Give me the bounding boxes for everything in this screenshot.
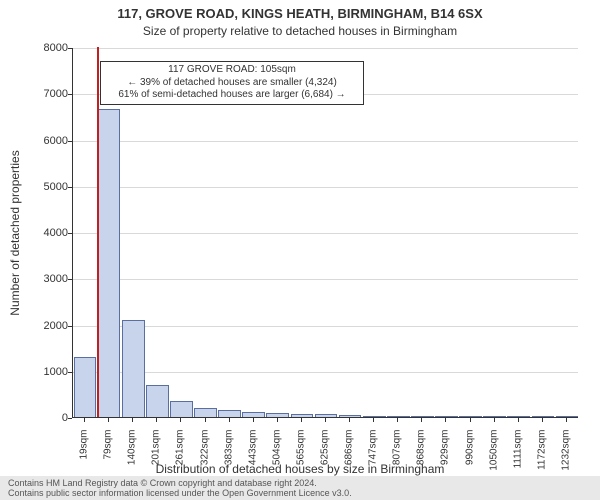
x-tick-mark	[349, 418, 350, 422]
x-tick-mark	[180, 418, 181, 422]
y-tick-label: 7000	[18, 88, 68, 100]
info-box-line3: 61% of semi-detached houses are larger (…	[105, 89, 359, 102]
x-tick-mark	[518, 418, 519, 422]
y-tick-mark	[68, 94, 72, 95]
bar	[532, 416, 555, 417]
bar	[483, 416, 506, 417]
y-tick-label: 2000	[18, 320, 68, 332]
x-tick-mark	[253, 418, 254, 422]
y-tick-mark	[68, 372, 72, 373]
y-tick-label: 0	[18, 412, 68, 424]
x-tick-mark	[156, 418, 157, 422]
bar	[507, 416, 530, 417]
y-tick-mark	[68, 279, 72, 280]
grid-line	[73, 326, 578, 327]
grid-line	[73, 279, 578, 280]
bar	[170, 401, 193, 417]
bar	[363, 416, 386, 417]
bar	[315, 414, 338, 417]
bar	[146, 385, 169, 417]
y-tick-label: 8000	[18, 42, 68, 54]
x-tick-mark	[108, 418, 109, 422]
bar	[98, 109, 121, 417]
bar	[242, 412, 265, 417]
x-tick-mark	[229, 418, 230, 422]
x-tick-mark	[301, 418, 302, 422]
y-tick-label: 3000	[18, 273, 68, 285]
chart-title: 117, GROVE ROAD, KINGS HEATH, BIRMINGHAM…	[0, 6, 600, 21]
y-tick-mark	[68, 418, 72, 419]
bar	[459, 416, 482, 417]
grid-line	[73, 233, 578, 234]
x-axis-label: Distribution of detached houses by size …	[0, 462, 600, 476]
y-tick-mark	[68, 187, 72, 188]
x-tick-mark	[494, 418, 495, 422]
info-box: 117 GROVE ROAD: 105sqm ← 39% of detached…	[100, 61, 364, 105]
bar	[435, 416, 458, 417]
info-box-line1: 117 GROVE ROAD: 105sqm	[105, 64, 359, 77]
x-tick-mark	[84, 418, 85, 422]
bar	[387, 416, 410, 417]
x-tick-mark	[421, 418, 422, 422]
x-tick-mark	[397, 418, 398, 422]
footer-line2: Contains public sector information licen…	[8, 489, 592, 498]
bar	[411, 416, 434, 417]
marker-line	[97, 47, 99, 417]
grid-line	[73, 187, 578, 188]
x-tick-mark	[132, 418, 133, 422]
y-tick-mark	[68, 48, 72, 49]
bar	[122, 320, 145, 417]
bar	[74, 357, 97, 417]
x-tick-mark	[325, 418, 326, 422]
y-tick-mark	[68, 141, 72, 142]
grid-line	[73, 372, 578, 373]
bar	[556, 416, 579, 417]
y-tick-mark	[68, 233, 72, 234]
y-tick-label: 5000	[18, 181, 68, 193]
x-tick-mark	[445, 418, 446, 422]
x-tick-mark	[542, 418, 543, 422]
x-tick-mark	[205, 418, 206, 422]
grid-line	[73, 141, 578, 142]
y-tick-label: 4000	[18, 227, 68, 239]
page-root: 117, GROVE ROAD, KINGS HEATH, BIRMINGHAM…	[0, 0, 600, 500]
footer: Contains HM Land Registry data © Crown c…	[0, 476, 600, 500]
y-tick-label: 6000	[18, 135, 68, 147]
bar	[266, 413, 289, 417]
x-tick-mark	[277, 418, 278, 422]
grid-line	[73, 48, 578, 49]
bar	[218, 410, 241, 417]
x-tick-mark	[566, 418, 567, 422]
info-box-line2: ← 39% of detached houses are smaller (4,…	[105, 77, 359, 90]
bar	[339, 415, 362, 417]
y-tick-mark	[68, 326, 72, 327]
bar	[194, 408, 217, 417]
chart-subtitle: Size of property relative to detached ho…	[0, 24, 600, 38]
x-tick-mark	[373, 418, 374, 422]
x-tick-mark	[470, 418, 471, 422]
bar	[291, 414, 314, 417]
y-tick-label: 1000	[18, 366, 68, 378]
